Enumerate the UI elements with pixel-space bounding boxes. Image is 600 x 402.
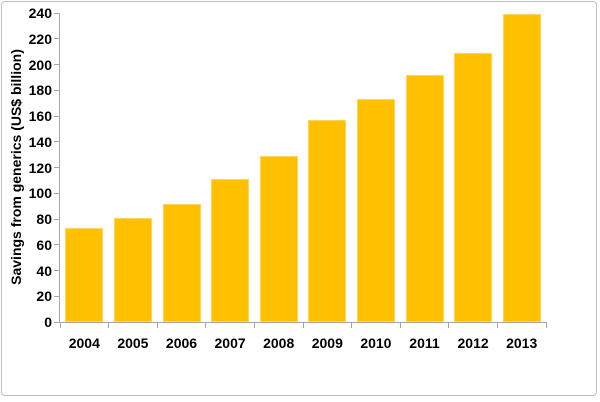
x-label-2009: 2009	[311, 335, 343, 351]
y-tick-label: 20	[36, 288, 52, 305]
x-tick-mark	[205, 323, 207, 328]
bar-2013	[502, 14, 541, 322]
x-tick-mark	[108, 323, 110, 328]
y-tick-label: 40	[36, 262, 52, 279]
y-tick-label: 100	[28, 185, 52, 202]
y-tick-label: 200	[28, 56, 52, 73]
y-tick-mark	[54, 321, 60, 323]
y-tick-mark	[54, 167, 60, 168]
y-tick-label: 180	[28, 82, 52, 99]
bar-2009	[308, 119, 347, 322]
bar-2005	[113, 217, 152, 322]
x-tick-mark	[448, 323, 450, 328]
x-tick-mark	[253, 323, 255, 328]
x-tick-mark	[496, 323, 498, 328]
y-axis-line	[59, 13, 60, 323]
x-label-2004: 2004	[68, 335, 100, 351]
x-label-2007: 2007	[214, 335, 246, 351]
y-tick-label: 60	[36, 236, 52, 253]
x-axis-line	[59, 322, 547, 323]
y-tick-mark	[54, 192, 60, 194]
y-tick-mark	[54, 64, 60, 65]
bar-2007	[211, 179, 250, 322]
x-label-2012: 2012	[457, 335, 489, 351]
x-label-2013: 2013	[506, 335, 538, 351]
y-tick-label: 220	[28, 30, 52, 47]
bar-2010	[356, 99, 395, 322]
y-tick-label: 120	[28, 159, 52, 176]
y-tick-mark	[54, 12, 60, 14]
x-label-2006: 2006	[165, 335, 198, 351]
x-tick-mark	[545, 323, 547, 328]
y-tick-mark	[54, 244, 60, 246]
x-tick-mark	[156, 323, 158, 328]
y-tick-mark	[54, 295, 60, 297]
x-label-2010: 2010	[360, 335, 392, 351]
y-tick-mark	[54, 218, 60, 220]
x-label-2011: 2011	[409, 335, 440, 351]
x-label-2008: 2008	[263, 335, 295, 351]
bar-2012	[454, 52, 493, 322]
y-tick-label: 80	[36, 211, 52, 227]
bar-2004	[65, 228, 104, 322]
chart-frame	[1, 1, 597, 396]
y-tick-label: 0	[44, 314, 52, 330]
y-tick-mark	[54, 115, 60, 117]
y-tick-label: 240	[28, 5, 52, 21]
y-tick-mark	[54, 270, 60, 271]
x-tick-mark	[302, 323, 304, 328]
y-tick-mark	[54, 89, 60, 91]
bar-2008	[259, 155, 298, 322]
y-tick-label: 140	[28, 133, 52, 150]
bar-2011	[405, 74, 444, 322]
y-tick-label: 160	[28, 108, 52, 124]
x-tick-mark	[59, 323, 61, 328]
y-tick-mark	[54, 141, 60, 143]
y-tick-mark	[54, 38, 60, 40]
bar-2006	[162, 203, 201, 322]
x-tick-mark	[399, 323, 401, 328]
x-tick-mark	[351, 323, 353, 328]
x-label-2005: 2005	[117, 335, 149, 351]
